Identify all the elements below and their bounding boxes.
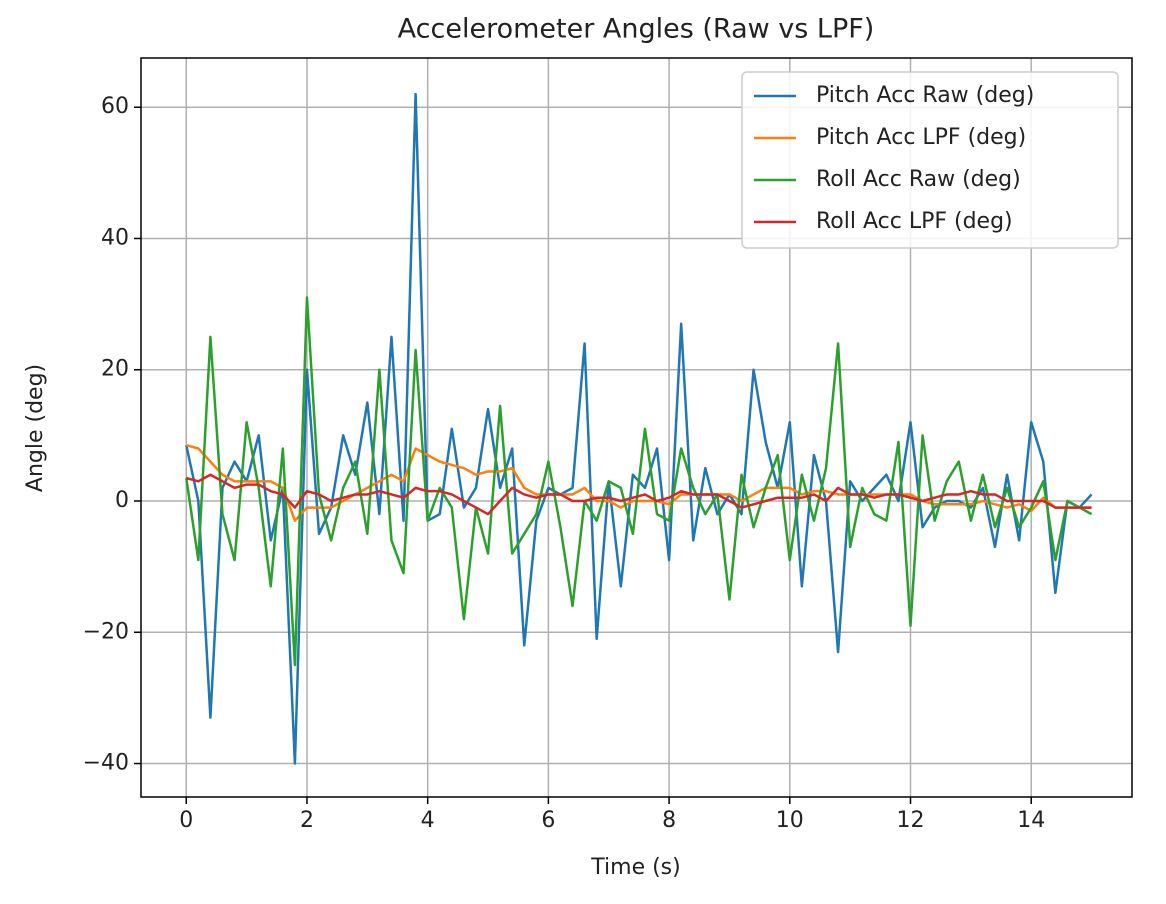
legend-label: Roll Acc Raw (deg) — [816, 167, 1021, 192]
y-tick-label: 60 — [101, 94, 129, 119]
legend-label: Roll Acc LPF (deg) — [816, 209, 1013, 234]
x-tick-label: 12 — [897, 808, 925, 833]
y-tick-label: 20 — [101, 357, 129, 382]
y-tick-label: −20 — [83, 619, 129, 644]
x-tick-label: 8 — [662, 808, 676, 833]
chart-title: Accelerometer Angles (Raw vs LPF) — [398, 14, 875, 45]
y-tick-label: 0 — [115, 488, 129, 513]
plot-frame — [140, 57, 1133, 798]
x-tick-label: 14 — [1017, 808, 1045, 833]
x-tick-label: 2 — [300, 808, 314, 833]
x-tick-label: 0 — [179, 808, 193, 833]
x-tick-label: 6 — [541, 808, 555, 833]
data-line — [185, 296, 1093, 667]
x-axis-label: Time (s) — [590, 855, 680, 880]
x-tick-label: 10 — [776, 808, 804, 833]
y-tick-label: 40 — [101, 225, 129, 250]
y-axis-label: Angle (deg) — [23, 364, 48, 492]
data-line — [185, 473, 1092, 516]
legend-box — [741, 71, 1119, 249]
x-tick-label: 4 — [421, 808, 435, 833]
y-tick-label: −40 — [83, 751, 129, 776]
legend-label: Pitch Acc Raw (deg) — [816, 83, 1034, 108]
legend-label: Pitch Acc LPF (deg) — [816, 125, 1026, 150]
